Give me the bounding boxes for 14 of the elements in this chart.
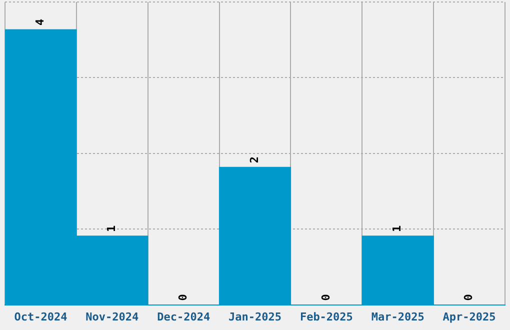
data-label: 4	[34, 18, 47, 26]
x-tick-label: Apr-2025	[442, 310, 496, 324]
data-label: 0	[319, 294, 332, 301]
x-tick-label: Feb-2025	[300, 310, 353, 324]
data-label: 2	[248, 156, 261, 164]
data-label: 1	[105, 224, 118, 232]
x-tick-label: Oct-2024	[14, 310, 68, 324]
data-label: 0	[462, 294, 476, 301]
data-label: 0	[176, 294, 190, 301]
x-tick-label: Nov-2024	[86, 310, 140, 324]
data-label: 1	[390, 224, 404, 232]
x-tick-label: Dec-2024	[157, 310, 210, 324]
x-tick-label: Mar-2025	[371, 310, 424, 324]
x-tick-label: Jan-2025	[228, 310, 282, 324]
